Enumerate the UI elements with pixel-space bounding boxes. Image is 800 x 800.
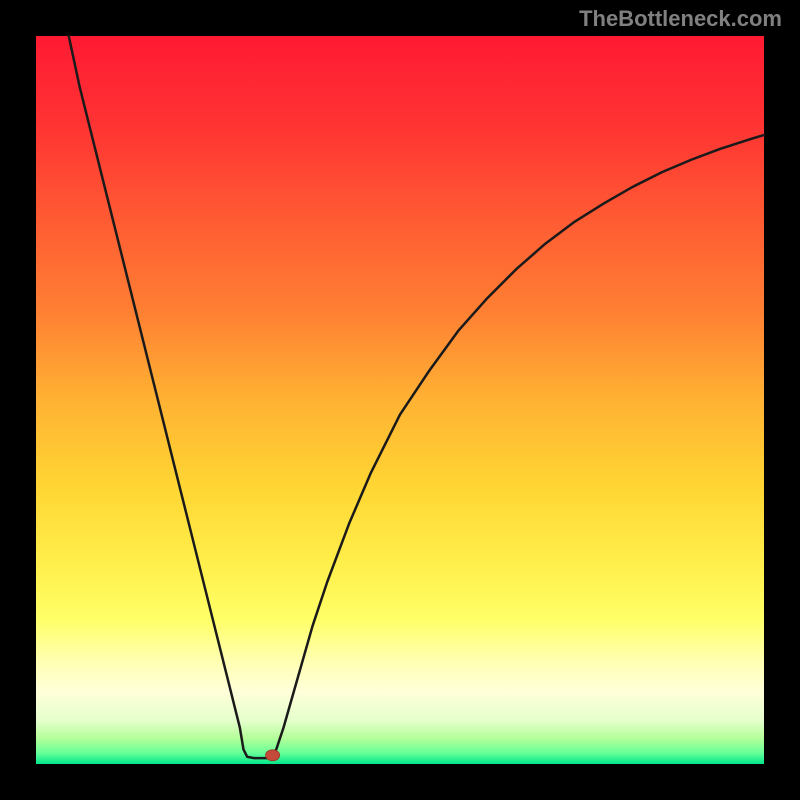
bottleneck-chart: TheBottleneck.com [0,0,800,800]
watermark-text: TheBottleneck.com [579,6,782,32]
plot-background [36,36,764,764]
optimal-point-marker [266,750,280,761]
chart-svg [0,0,800,800]
